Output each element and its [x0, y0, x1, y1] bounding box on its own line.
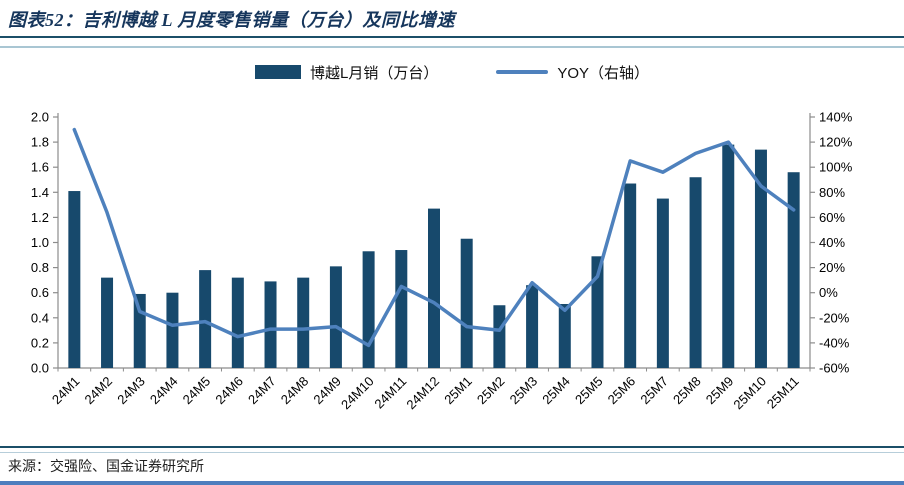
bar-24M4 — [166, 292, 179, 368]
bar-series-swatch-icon — [254, 65, 301, 79]
bar-24M1 — [68, 191, 81, 368]
bar-24M6 — [231, 277, 244, 368]
right-axis-tick-label: -20% — [819, 310, 850, 325]
left-axis-tick-label: 1.4 — [31, 185, 49, 200]
bar-24M9 — [329, 266, 342, 368]
bar-24M3 — [133, 293, 146, 368]
bar-24M11 — [395, 250, 408, 368]
bar-24M12 — [428, 208, 440, 368]
left-axis-tick-label: 1.8 — [31, 135, 49, 150]
x-axis-label-25M7: 25M7 — [637, 374, 671, 408]
bar-25M6 — [624, 183, 637, 368]
x-axis-label-24M1: 24M1 — [49, 374, 83, 408]
left-axis-tick-label: 1.2 — [31, 210, 49, 225]
x-axis-label-25M8: 25M8 — [670, 374, 704, 408]
x-axis-label-24M7: 24M7 — [245, 374, 279, 408]
bar-25M1 — [460, 238, 473, 368]
source-note: 来源：交强险、国金证券研究所 — [8, 460, 204, 475]
bar-25M9 — [722, 144, 735, 368]
right-axis-tick-label: 0% — [819, 285, 838, 300]
x-axis-label-24M12: 24M12 — [403, 374, 442, 413]
title-divider-dark — [0, 36, 904, 38]
x-axis-label-24M4: 24M4 — [147, 374, 181, 408]
bar-24M8 — [297, 277, 310, 368]
left-axis-tick-label: 0.0 — [31, 361, 49, 376]
bar-25M2 — [493, 305, 506, 368]
legend-item-bar-series: 博越L月销（万台） — [254, 62, 439, 83]
chart-area: 2.0 1.8 1.6 1.4 1.2 1.0 0.8 0.6 0.4 0.2 0.0 140% 120… — [0, 95, 904, 445]
x-axis-label-24M2: 24M2 — [82, 374, 116, 408]
right-axis-tick-label: 140% — [819, 110, 853, 125]
right-axis-tick-label: 60% — [819, 210, 845, 225]
x-axis-label-25M4: 25M4 — [539, 374, 573, 408]
x-axis-label-24M11: 24M11 — [371, 374, 409, 412]
figure-title: 图表52：吉利博越 L 月度零售销量（万台）及同比增速 — [8, 10, 455, 30]
right-axis-tick-label: -40% — [819, 335, 850, 350]
left-axis-tick-label: 1.6 — [31, 160, 49, 175]
left-axis-tick-label: 0.2 — [31, 335, 49, 350]
x-axis-label-24M6: 24M6 — [212, 374, 246, 408]
bar-24M7 — [264, 281, 277, 368]
x-axis-label-25M6: 25M6 — [605, 374, 639, 408]
bar-24M2 — [101, 277, 114, 368]
bar-25M4 — [558, 303, 571, 368]
x-axis-label-25M2: 25M2 — [474, 374, 508, 408]
footer-divider-dark — [0, 446, 904, 448]
left-axis-tick-label: 2.0 — [31, 110, 49, 125]
bar-25M3 — [526, 285, 539, 368]
yoy-line — [72, 127, 796, 348]
x-axis-label-24M3: 24M3 — [114, 374, 148, 408]
left-axis-tick-label: 1.0 — [31, 235, 49, 250]
bar-25M5 — [591, 256, 604, 368]
bar-25M10 — [754, 149, 767, 368]
x-axis-label-24M8: 24M8 — [278, 374, 312, 408]
bar-series-label: 博越L月销（万台） — [309, 64, 439, 82]
bar-25M11 — [787, 172, 800, 368]
line-series-swatch-icon — [496, 70, 549, 74]
title-divider-light — [0, 46, 904, 48]
right-axis-tick-label: 120% — [819, 135, 853, 150]
x-axis-label-25M1: 25M1 — [441, 374, 475, 408]
next-section-edge-line — [0, 481, 904, 485]
x-axis-label-24M10: 24M10 — [338, 374, 377, 413]
line-series-label: YOY（右轴） — [557, 64, 650, 82]
chart-legend: 博越L月销（万台） YOY（右轴） — [0, 58, 904, 86]
left-axis-tick-label: 0.6 — [31, 285, 49, 300]
left-axis-tick-label: 0.4 — [31, 310, 49, 325]
bar-25M7 — [656, 198, 669, 368]
right-axis-tick-label: 40% — [819, 235, 845, 250]
bar-25M8 — [689, 177, 702, 368]
right-axis-tick-label: -60% — [819, 361, 850, 376]
legend-item-line-series: YOY（右轴） — [496, 62, 649, 83]
right-axis-tick-label: 80% — [819, 185, 845, 200]
x-axis-label-25M10: 25M10 — [730, 374, 769, 413]
chart-canvas: 2.0 1.8 1.6 1.4 1.2 1.0 0.8 0.6 0.4 0.2 0.0 140% 120… — [31, 110, 853, 413]
right-axis-tick-label: 20% — [819, 260, 845, 275]
x-axis-label-25M11: 25M11 — [764, 374, 802, 412]
right-axis-tick-label: 100% — [819, 160, 853, 175]
bar-24M10 — [362, 251, 375, 368]
x-axis-label-24M5: 24M5 — [180, 374, 214, 408]
x-axis-label-25M3: 25M3 — [507, 374, 541, 408]
bar-24M5 — [199, 270, 212, 368]
left-axis-tick-label: 0.8 — [31, 260, 49, 275]
footer-divider-light — [0, 452, 904, 453]
x-axis-label-25M5: 25M5 — [572, 374, 606, 408]
